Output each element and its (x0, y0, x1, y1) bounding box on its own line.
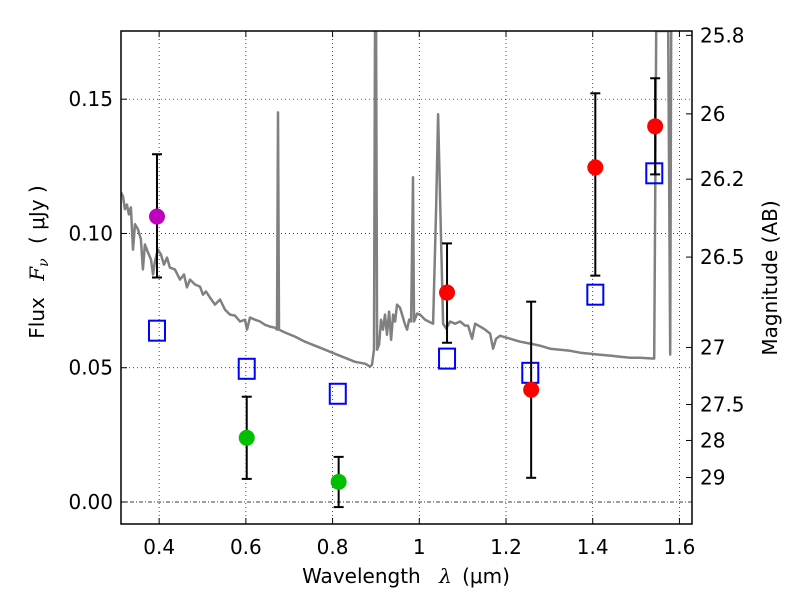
y2-tick-label: 28 (700, 428, 725, 452)
observed-data-point (439, 284, 456, 301)
y-tick-label: 0.15 (68, 87, 113, 111)
y2-tick-label: 26 (700, 102, 725, 126)
y-tick-label: 0.00 (68, 490, 113, 514)
y-axis-label-subscript: ν (36, 258, 52, 267)
x-tick-label: 1.6 (664, 535, 696, 559)
model-photometry-square (438, 347, 457, 370)
model-photometry-square (586, 283, 605, 306)
observed-data-point (238, 429, 255, 446)
y-axis-label-unit: ( μJy ) (25, 185, 49, 244)
y2-tick-label: 27 (700, 335, 725, 359)
x-tick-label: 1.4 (577, 535, 609, 559)
x-axis-label-symbol: λ (438, 564, 452, 588)
x-axis-label: Wavelength λ (μm) (302, 564, 510, 588)
observed-data-point (330, 473, 347, 490)
observed-data-point (647, 118, 664, 135)
y2-tick-label: 26.5 (700, 245, 745, 269)
x-axis-label-unit: (μm) (462, 564, 510, 588)
model-photometry-square (237, 357, 256, 380)
spectrum-line (121, 31, 673, 368)
x-tick-label: 0.4 (143, 535, 175, 559)
model-photometry-square (147, 319, 166, 342)
y-axis-label-symbol: F (25, 266, 49, 282)
y2-tick-label: 29 (700, 465, 725, 489)
y2-tick-label: 27.5 (700, 392, 745, 416)
y-tick-label: 0.10 (68, 221, 113, 245)
y-axis-label-text: Flux (25, 297, 49, 339)
plot-content (121, 31, 673, 509)
x-tick-label: 0.6 (230, 535, 262, 559)
x-tick-label: 1.2 (490, 535, 522, 559)
model-photometry-square (328, 382, 347, 405)
y-tick-label: 0.05 (68, 356, 113, 380)
y2-tick-label: 26.2 (700, 167, 745, 191)
observed-data-point (523, 381, 540, 398)
x-tick-label: 1 (413, 535, 426, 559)
axis-ticks: 0.4 0.6 0.8 1 1.2 1.4 1.6 0.00 0.05 0.10 0.15 25.8 2… (68, 23, 744, 559)
observed-data-point (587, 159, 604, 176)
y2-tick-label: 25.8 (700, 23, 745, 47)
observed-data-point (148, 208, 165, 225)
y2-axis-label: Magnitude (AB) (758, 200, 782, 355)
plot-frame (120, 30, 693, 525)
grid-lines (121, 31, 692, 524)
x-axis-label-text: Wavelength (302, 564, 421, 588)
x-tick-label: 0.8 (317, 535, 349, 559)
y-axis-label: Flux Fν ( μJy ) (25, 185, 53, 338)
